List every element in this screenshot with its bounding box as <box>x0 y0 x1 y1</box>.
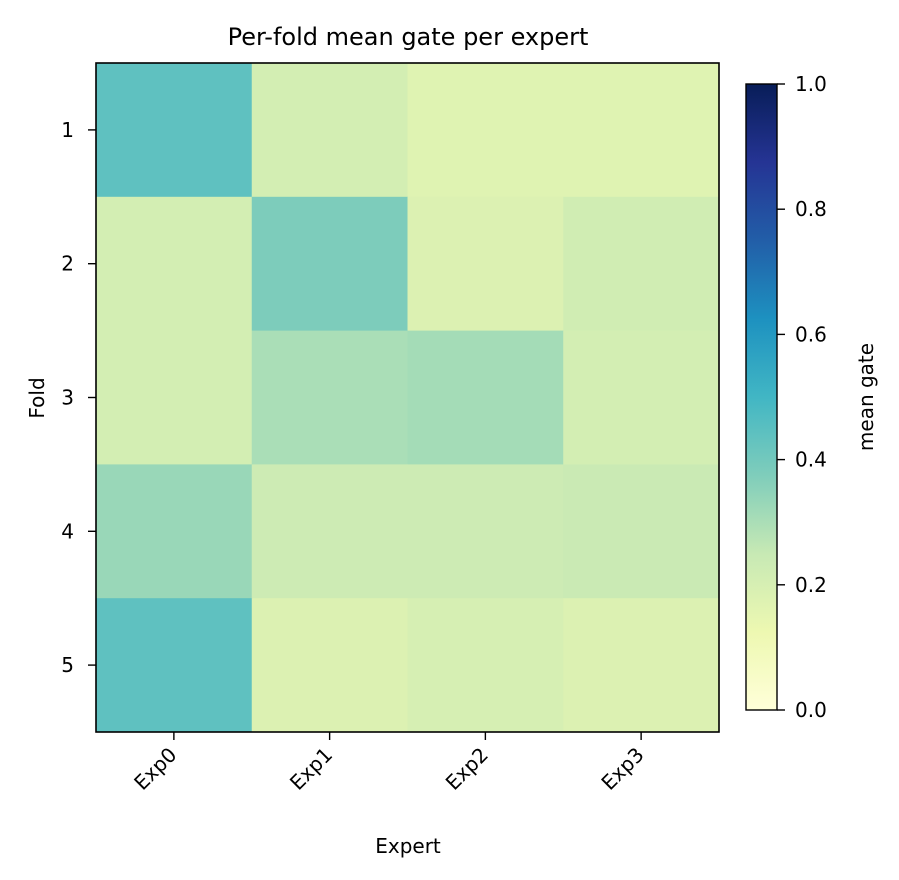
y-tick-label: 4 <box>61 519 74 543</box>
heatmap-cell <box>563 464 720 599</box>
y-tick-label: 3 <box>61 386 74 410</box>
heatmap-cell <box>251 196 408 332</box>
heatmap-cell <box>251 330 408 465</box>
x-axis-label: Expert <box>375 834 441 858</box>
heatmap-cell <box>96 63 253 198</box>
colorbar-tick-label: 0.4 <box>795 448 827 472</box>
y-axis-ticks: 1 2 3 4 5 <box>61 118 96 677</box>
colorbar-tick-label: 0.0 <box>795 698 827 722</box>
colorbar <box>745 83 778 711</box>
colorbar-tick-label: 0.6 <box>795 322 827 346</box>
y-tick-label: 1 <box>61 118 74 142</box>
colorbar-ticks: 0.0 0.2 0.4 0.6 0.8 1.0 <box>777 72 827 722</box>
heatmap-cell <box>407 196 564 332</box>
heatmap-cell <box>96 330 253 465</box>
y-axis-label: Fold <box>25 377 49 418</box>
heatmap-cell <box>96 464 253 599</box>
colorbar-tick-label: 1.0 <box>795 72 827 96</box>
y-tick-label: 2 <box>61 252 74 276</box>
x-tick-label: Exp3 <box>596 743 648 795</box>
x-axis-ticks: Exp0 Exp1 Exp2 Exp3 <box>129 732 649 795</box>
x-tick-label: Exp1 <box>285 743 337 795</box>
colorbar-tick-label: 0.2 <box>795 573 827 597</box>
heatmap-cell <box>407 464 564 599</box>
heatmap-cell <box>563 196 720 332</box>
heatmap-cell <box>96 598 253 733</box>
chart-title: Per-fold mean gate per expert <box>228 23 589 51</box>
heatmap-cell <box>563 63 720 198</box>
y-tick-label: 5 <box>61 653 74 677</box>
heatmap-cell <box>407 598 564 733</box>
heatmap-cells <box>96 63 720 733</box>
x-tick-label: Exp0 <box>129 743 181 795</box>
colorbar-label: mean gate <box>854 343 878 451</box>
heatmap-cell <box>407 330 564 465</box>
heatmap-cell <box>563 598 720 733</box>
heatmap-cell <box>251 598 408 733</box>
heatmap-cell <box>407 63 564 198</box>
x-tick-label: Exp2 <box>441 743 493 795</box>
colorbar-tick-label: 0.8 <box>795 197 827 221</box>
heatmap-cell <box>251 464 408 599</box>
heatmap-cell <box>563 330 720 465</box>
heatmap-cell <box>96 196 253 332</box>
heatmap-cell <box>251 63 408 198</box>
